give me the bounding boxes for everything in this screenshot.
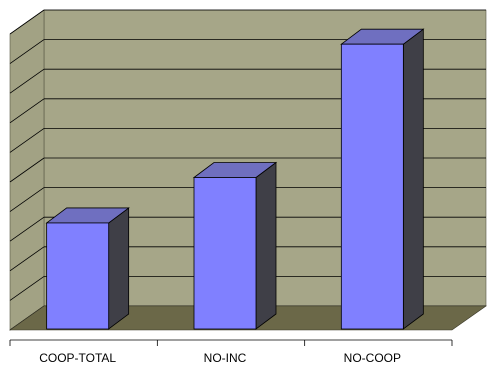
bar-front: [193, 177, 257, 330]
gridline-side: [9, 39, 45, 64]
gridline-side: [9, 276, 45, 301]
gridline-side: [9, 187, 45, 212]
bar-side: [108, 207, 130, 330]
gridline-side: [9, 246, 45, 272]
bars: [45, 28, 425, 330]
x-axis: COOP-TOTAL NO-INC NO-COOP: [9, 339, 453, 365]
gridline-side: [9, 128, 45, 153]
gridline-side: [9, 157, 45, 183]
bar-front: [46, 222, 110, 330]
gridline-side: [9, 98, 45, 124]
bar: [192, 161, 278, 330]
bar-side: [255, 161, 277, 330]
x-tick-label: NO-COOP: [344, 351, 401, 365]
bar: [340, 28, 425, 330]
bar-side: [402, 28, 424, 330]
x-tick-label: COOP-TOTAL: [39, 351, 116, 365]
gridline-side: [9, 9, 45, 35]
bar-front: [340, 43, 404, 330]
gridline-side: [9, 68, 45, 94]
x-tick-label: NO-INC: [204, 351, 247, 365]
gridline-side: [9, 216, 45, 242]
bar: [45, 207, 130, 330]
